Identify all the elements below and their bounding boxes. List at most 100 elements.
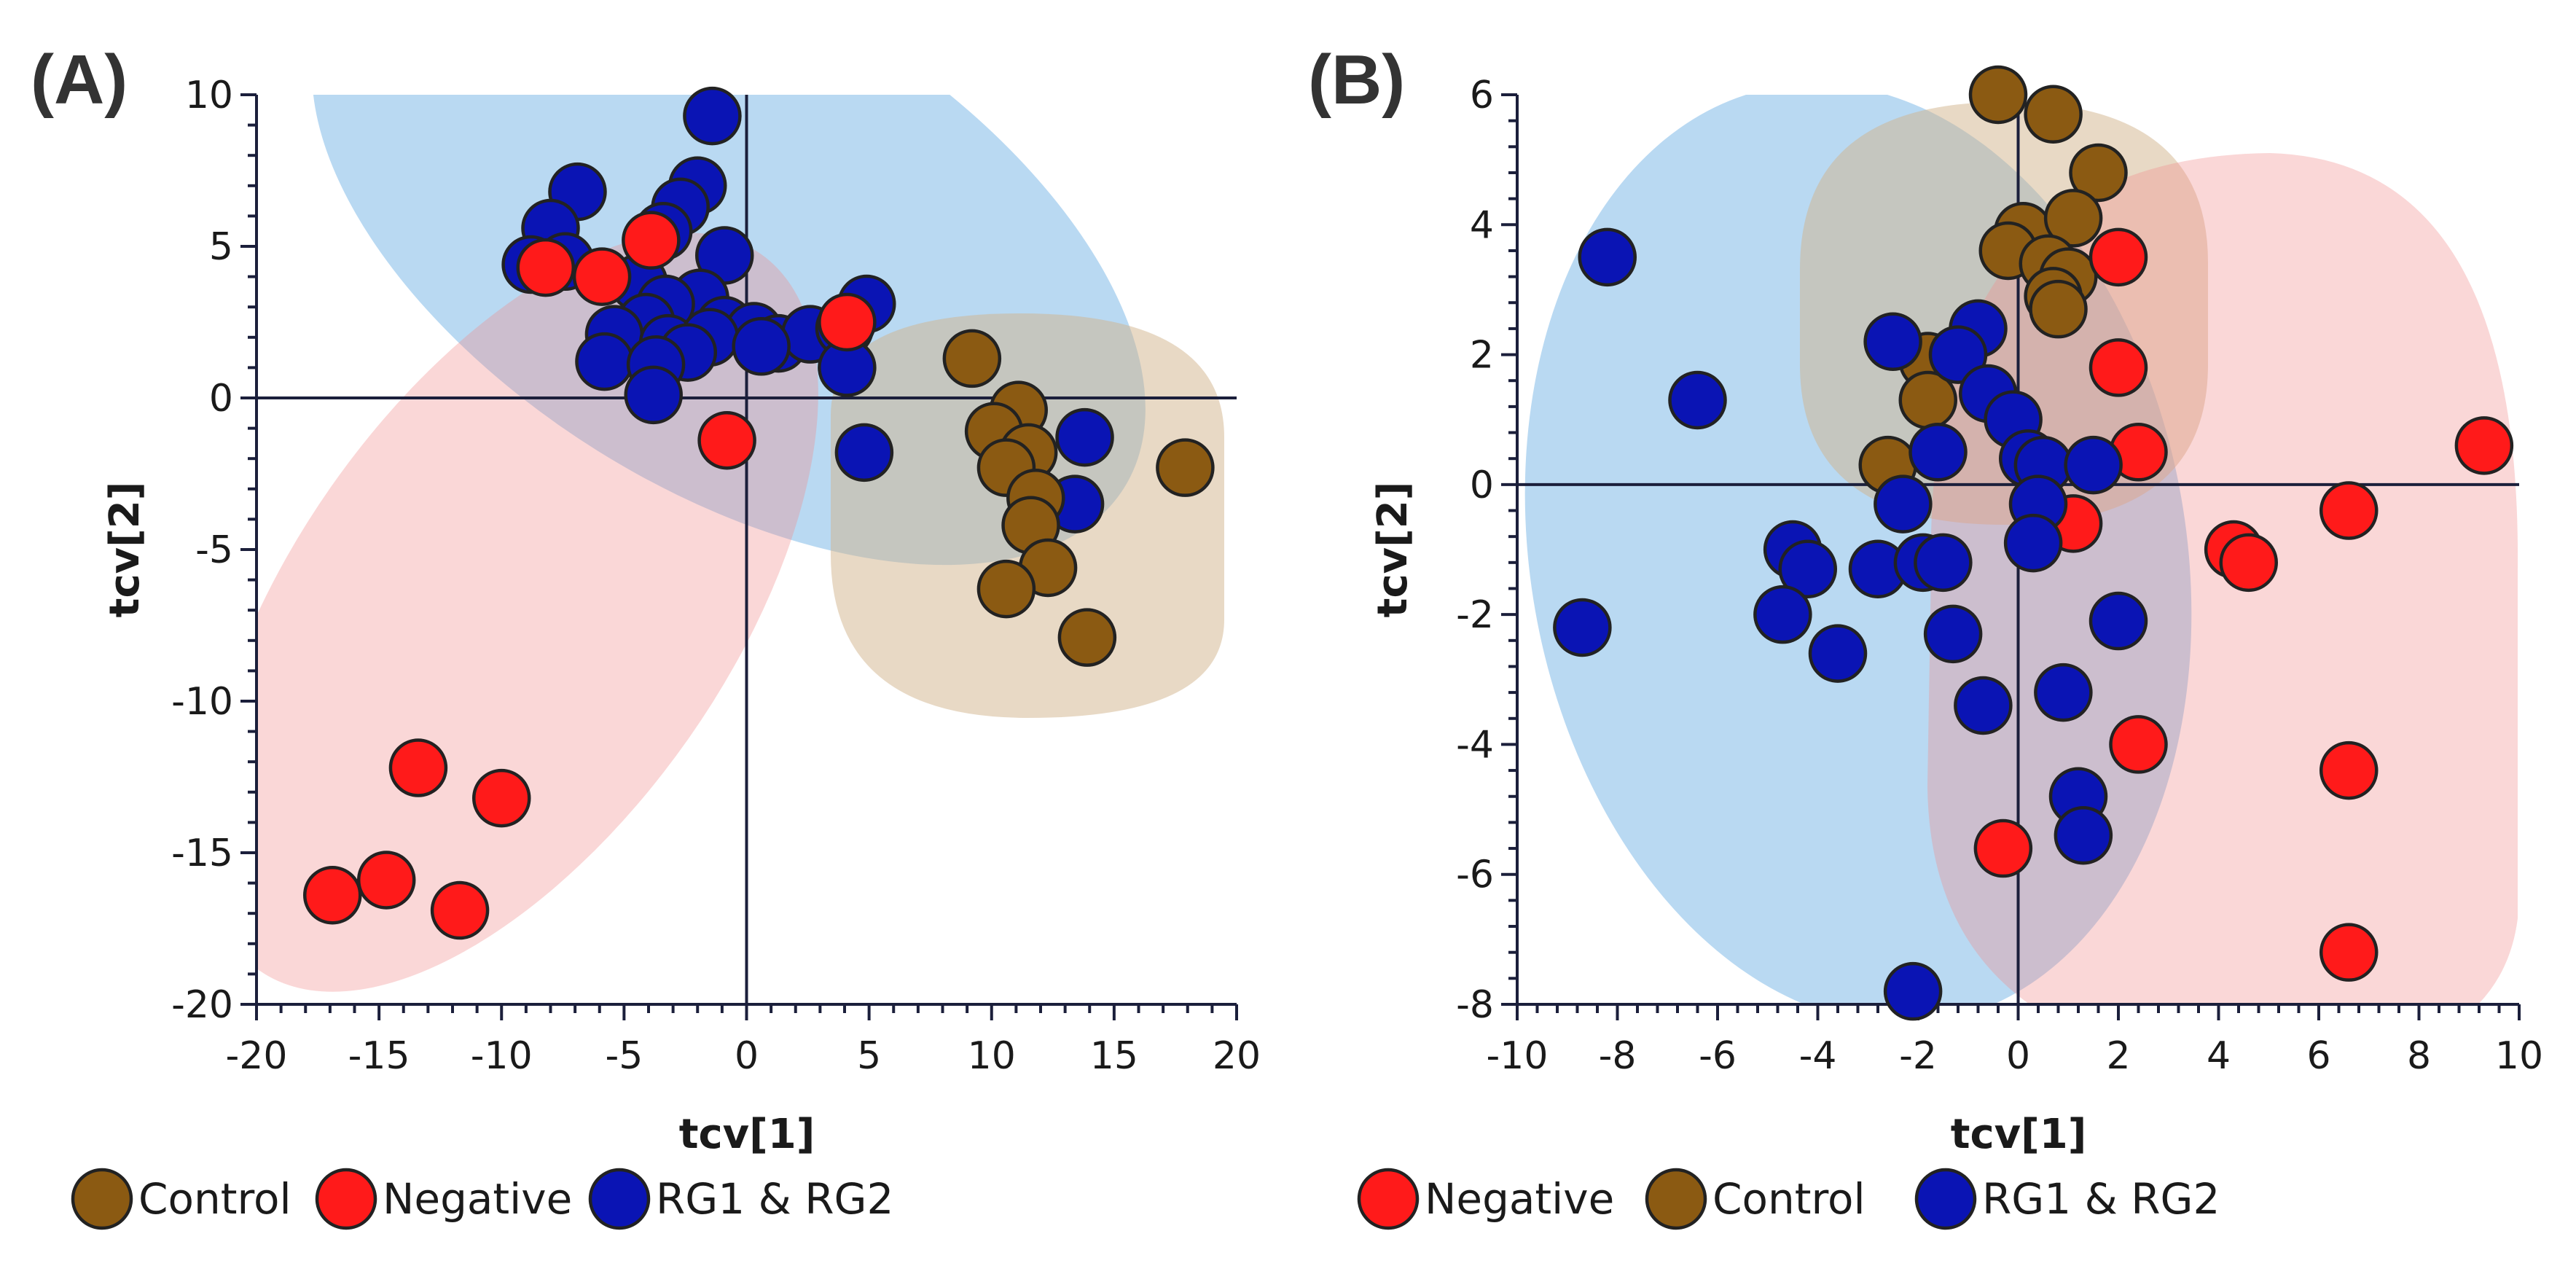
panel-b-point-rg1-rg2 [2064, 435, 2123, 495]
panel-b-point-control [2024, 85, 2083, 144]
panel-a-point-negative [388, 738, 448, 797]
panel-a-point-negative [697, 410, 756, 470]
panel-b-point-rg1-rg2 [2054, 805, 2113, 865]
panel-a-x-tick-label: 10 [968, 1034, 1016, 1078]
panel-a-y-tick-label: -20 [171, 983, 233, 1027]
panel-b-point-rg1-rg2 [1808, 624, 1868, 683]
panel-b-point-rg1-rg2 [1753, 585, 1812, 644]
panel-a-point-negative [356, 851, 416, 910]
panel-b-legend: Negative Control RG1 & RG2 [1357, 1168, 2220, 1230]
panel-a-axes: -20 -15 -10 -5 0 5 10 15 20 -20 -15 -10 -5 0 5 10 [171, 74, 1261, 1078]
panel-a-x-tick-label: 20 [1213, 1034, 1261, 1078]
panel-a-point-rg1-rg2 [683, 86, 742, 146]
panel-b-x-tick-label: -4 [1799, 1034, 1837, 1078]
panel-b-legend-marker-rg1-rg2 [1914, 1168, 1977, 1230]
panel-a-point-rg1-rg2 [575, 332, 634, 391]
panel-b-point-rg1-rg2 [1578, 227, 1637, 287]
panel-b-x-tick-label: 8 [2407, 1034, 2431, 1078]
panel-b-x-tick-label: 10 [2495, 1034, 2543, 1078]
panel-b-point-control [2069, 143, 2128, 203]
panel-b-point-rg1-rg2 [2088, 591, 2148, 651]
panel-b-point-negative [2454, 416, 2514, 475]
panel-b-point-negative [2219, 533, 2278, 593]
panel-a-y-tick-label: -15 [171, 832, 233, 875]
panel-b-point-control [2029, 279, 2088, 339]
panel-b: (B) -10 -8 -6 -4 -2 0 2 4 6 8 10 -8 -6 -4 -2 0 2 4 6 tcv[1… [1308, 41, 2543, 1230]
panel-a-x-tick-label: -5 [605, 1034, 643, 1078]
panel-a-y-tick-label: 10 [185, 74, 233, 117]
panel-a-point-control [1057, 608, 1117, 667]
panel-a-x-tick-label: -10 [471, 1034, 533, 1078]
panel-b-point-negative [2088, 338, 2148, 397]
panel-a-y-tick-label: -10 [171, 680, 233, 724]
panel-b-points [1553, 65, 2514, 1021]
panel-b-y-tick-label: 2 [1470, 334, 1494, 378]
panel-b-x-tick-label: -10 [1487, 1034, 1549, 1078]
panel-a-legend: Control Negative RG1 & RG2 [71, 1168, 893, 1230]
panel-a-label: (A) [31, 41, 128, 119]
panel-a-point-negative [622, 211, 681, 270]
panel-a-legend-label-control: Control [138, 1174, 291, 1224]
panel-a-point-negative [302, 865, 362, 925]
panel-a-point-control [942, 329, 1002, 388]
panel-b-x-tick-label: -6 [1699, 1034, 1737, 1078]
panel-a-point-rg1-rg2 [624, 365, 683, 425]
panel-a-legend-marker-rg1-rg2 [588, 1168, 651, 1230]
panel-a-point-control [976, 559, 1036, 619]
panel-b-point-rg1-rg2 [1874, 474, 1933, 534]
panel-b-x-axis-title: tcv[1] [1951, 1111, 2087, 1158]
panel-a-x-tick-label: 0 [735, 1034, 759, 1078]
panel-b-point-negative [1973, 818, 2033, 878]
panel-b-negative-region [1927, 153, 2518, 1004]
panel-a-legend-marker-control [71, 1168, 133, 1230]
panel-b-label: (B) [1308, 41, 1405, 119]
panel-b-legend-label-control: Control [1712, 1174, 1866, 1224]
panel-b-x-tick-label: 2 [2106, 1034, 2130, 1078]
panel-b-y-tick-label: 6 [1470, 74, 1494, 117]
panel-b-x-tick-label: 4 [2207, 1034, 2231, 1078]
panel-a-point-negative [516, 238, 576, 297]
panel-a-y-tick-label: 0 [209, 377, 233, 421]
panel-b-y-axis-title: tcv[2] [1369, 482, 1417, 618]
panel-b-point-negative [2319, 740, 2379, 800]
panel-b-point-rg1-rg2 [1863, 312, 1922, 371]
panel-b-y-tick-label: -6 [1456, 853, 1494, 897]
panel-b-point-negative [2109, 715, 2168, 774]
panel-b-control-region [1800, 102, 2208, 525]
panel-a-x-tick-label: -20 [226, 1034, 288, 1078]
panel-b-point-control [1968, 65, 2028, 125]
panel-b-point-negative [2319, 923, 2379, 982]
panel-b-x-tick-label: 6 [2306, 1034, 2330, 1078]
panel-b-confidence-ellipses [1524, 95, 2518, 1004]
panel-a-points [302, 86, 1215, 940]
panel-b-point-rg1-rg2 [1668, 370, 1727, 430]
panel-a-point-rg1-rg2 [732, 317, 791, 376]
panel-a-x-tick-label: 5 [857, 1034, 881, 1078]
panel-a-point-rg1-rg2 [834, 423, 894, 482]
panel-b-legend-label-rg1-rg2: RG1 & RG2 [1982, 1174, 2220, 1224]
panel-a: (A) -20 -15 -10 -5 0 5 10 15 20 -20 -15 -10 -5 0 5 10 t… [31, 41, 1261, 1230]
panel-b-x-tick-label: -8 [1599, 1034, 1637, 1078]
panel-b-y-tick-label: -8 [1456, 983, 1494, 1027]
panel-b-legend-marker-control [1645, 1168, 1707, 1230]
panel-b-point-rg1-rg2 [1954, 676, 2013, 735]
panel-b-legend-marker-negative [1357, 1168, 1420, 1230]
panel-a-legend-label-rg1-rg2: RG1 & RG2 [656, 1174, 893, 1224]
panel-a-point-rg1-rg2 [1055, 407, 1114, 467]
panel-b-point-rg1-rg2 [1914, 533, 1973, 593]
panel-b-y-tick-label: -4 [1456, 723, 1494, 767]
panel-a-legend-label-negative: Negative [383, 1174, 572, 1224]
panel-b-x-tick-label: 0 [2006, 1034, 2030, 1078]
panel-b-point-rg1-rg2 [1908, 423, 1968, 482]
panel-b-point-rg1-rg2 [1883, 961, 1943, 1021]
panel-a-point-negative [472, 768, 531, 828]
panel-b-point-rg1-rg2 [1923, 604, 1983, 664]
panel-a-y-tick-label: -5 [195, 528, 233, 572]
panel-a-x-axis-title: tcv[1] [679, 1111, 815, 1158]
panel-b-y-tick-label: -2 [1456, 593, 1494, 637]
panel-b-point-rg1-rg2 [2003, 513, 2063, 573]
panel-a-x-tick-label: -15 [348, 1034, 410, 1078]
panel-a-point-control [1156, 438, 1215, 497]
panel-b-x-tick-label: -2 [1899, 1034, 1937, 1078]
panel-a-y-axis-title: tcv[2] [101, 482, 149, 618]
